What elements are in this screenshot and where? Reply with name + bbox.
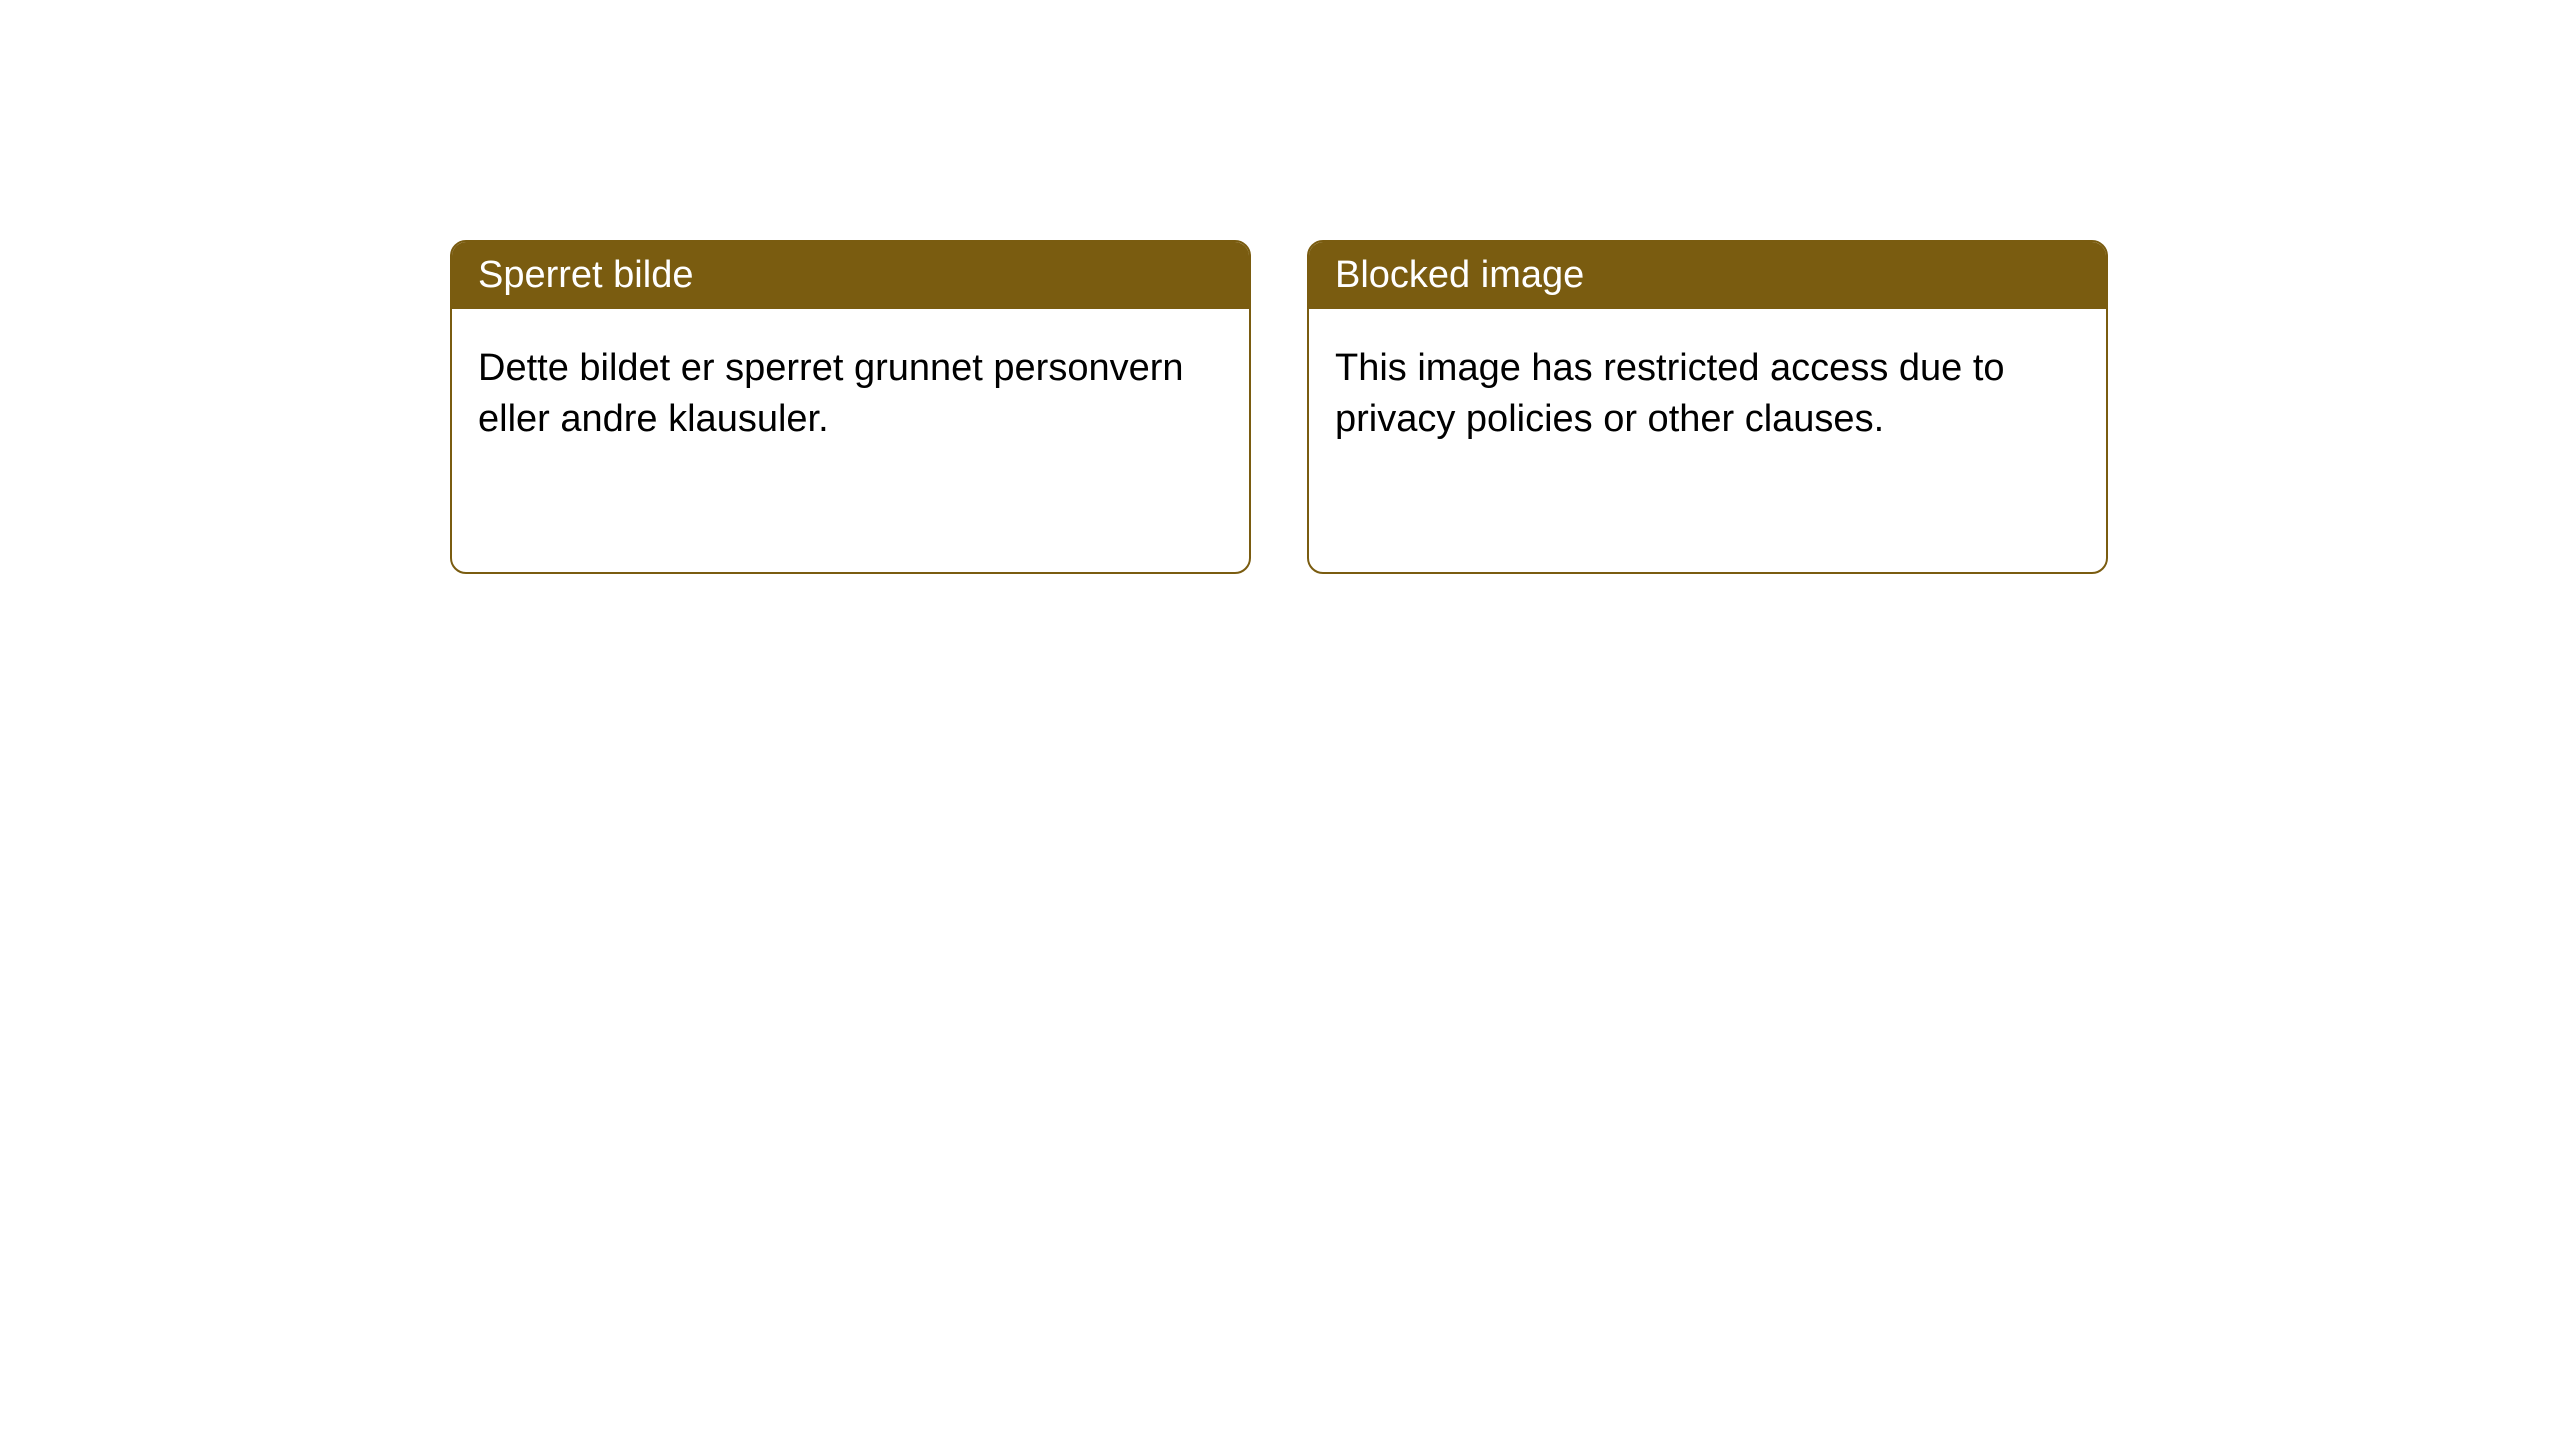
card-header: Sperret bilde xyxy=(452,242,1249,309)
card-title: Blocked image xyxy=(1335,254,1584,296)
card-title: Sperret bilde xyxy=(478,254,693,296)
info-card-english: Blocked image This image has restricted … xyxy=(1307,240,2108,574)
info-cards-container: Sperret bilde Dette bildet er sperret gr… xyxy=(450,240,2108,574)
card-body: This image has restricted access due to … xyxy=(1309,309,2106,480)
info-card-norwegian: Sperret bilde Dette bildet er sperret gr… xyxy=(450,240,1251,574)
card-body-text: This image has restricted access due to … xyxy=(1335,347,2005,440)
card-body: Dette bildet er sperret grunnet personve… xyxy=(452,309,1249,480)
card-body-text: Dette bildet er sperret grunnet personve… xyxy=(478,347,1184,440)
card-header: Blocked image xyxy=(1309,242,2106,309)
